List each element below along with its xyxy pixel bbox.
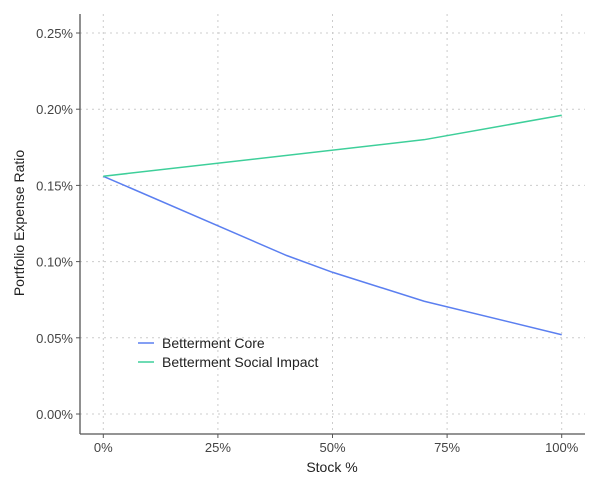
axes: 0.00% 0.05% 0.10% 0.15% 0.20% 0.25% 0% 25% 50% 75… [36,14,585,455]
y-axis-label: Portfolio Expense Ratio [11,150,27,297]
y-tick-label: 0.05% [36,331,73,346]
x-axis-label: Stock % [306,459,357,475]
x-tick-label: 50% [319,440,345,455]
y-tick-label: 0.00% [36,407,73,422]
series-line-0 [103,175,562,336]
x-tick-label: 25% [205,440,231,455]
grid [80,14,585,434]
y-tick-label: 0.15% [36,178,73,193]
series-lines [103,114,562,336]
x-tick-label: 0% [94,440,113,455]
series-line-1 [103,114,562,178]
x-tick-label: 75% [434,440,460,455]
y-tick-label: 0.10% [36,255,73,270]
legend-label: Betterment Social Impact [162,354,319,370]
y-tick-label: 0.20% [36,102,73,117]
y-tick-label: 0.25% [36,26,73,41]
legend-label: Betterment Core [162,335,265,351]
legend: Betterment Core Betterment Social Impact [138,335,319,370]
x-tick-label: 100% [545,440,579,455]
